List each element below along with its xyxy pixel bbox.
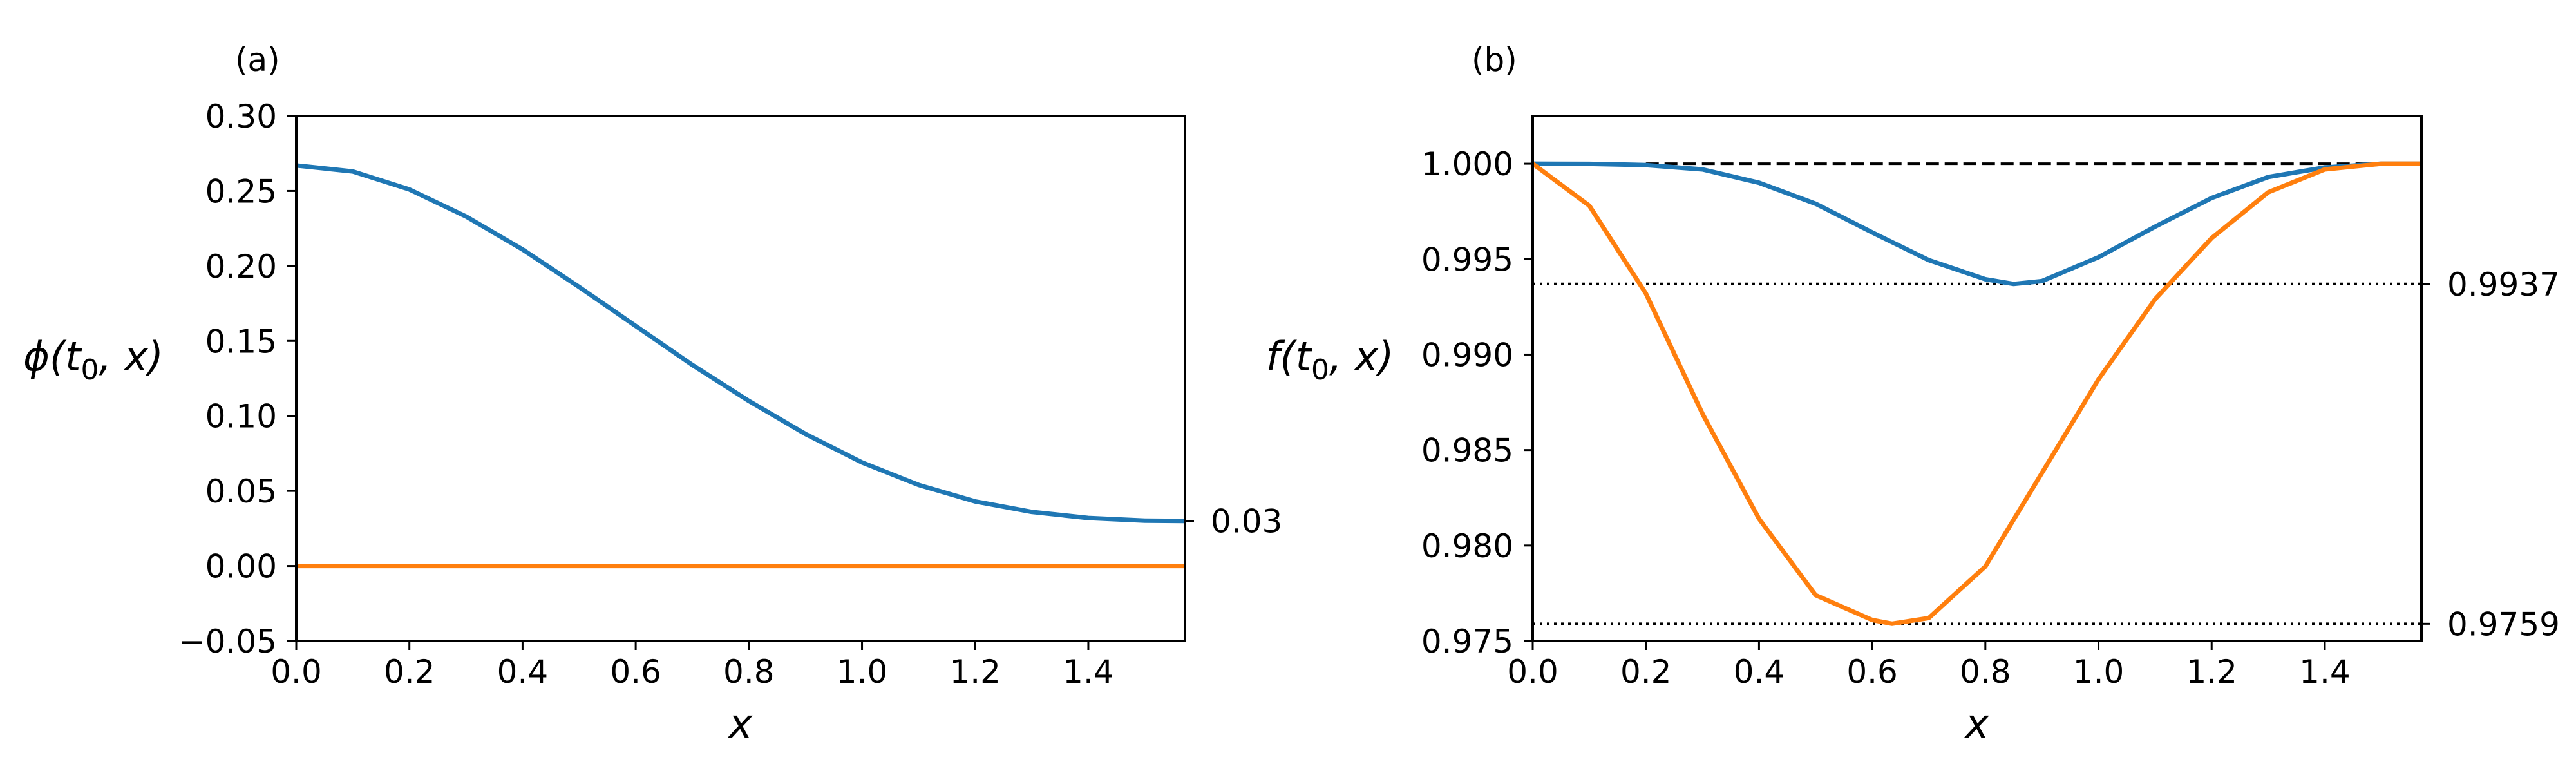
right-annotation-label: 0.9759 (2447, 606, 2560, 643)
y-tick-label: 0.990 (1421, 336, 1513, 374)
y-axis-label-subscript: 0 (81, 354, 99, 386)
x-tick-label: 0.8 (1960, 653, 2011, 691)
y-tick-label: 0.15 (205, 323, 277, 360)
y-tick-label: 0.20 (205, 248, 277, 285)
y-axis-label: f(t0, x) (1266, 333, 1394, 386)
y-axis-label-main: f(t (1266, 333, 1313, 380)
x-tick-label: 0.4 (497, 653, 549, 691)
right-annotation-label: 0.9937 (2447, 266, 2560, 303)
y-tick-label: 0.05 (205, 473, 277, 510)
x-tick-label: 0.0 (1507, 653, 1558, 691)
x-tick-label: 0.4 (1734, 653, 1785, 691)
y-axis-label-tail: , x) (99, 333, 164, 380)
y-tick-label: 0.25 (205, 173, 277, 210)
x-tick-label: 0.6 (610, 653, 661, 691)
series-line-blue (296, 163, 1185, 524)
y-tick-label: 1.000 (1421, 146, 1513, 183)
x-tick-label: 1.0 (2073, 653, 2125, 691)
x-axis-label: x (1964, 700, 1990, 747)
chart-panel-a: 0.0 0.2 0.4 0.6 0.8 1.0 1.2 1.4 0.30 0.25 0.20 0.15… (23, 41, 1282, 747)
plot-frame (295, 115, 1186, 642)
y-tick-label: 0.00 (205, 548, 277, 586)
panel-label: (b) (1472, 41, 1517, 79)
panel-label: (a) (235, 41, 280, 79)
x-tick-label: 0.6 (1846, 653, 1898, 691)
y-tick-label: 0.10 (205, 398, 277, 435)
x-tick-label: 1.4 (2299, 653, 2351, 691)
y-tick-label: 0.30 (205, 98, 277, 135)
x-tick-label: 1.0 (837, 653, 888, 691)
x-tick-label: 0.8 (723, 653, 775, 691)
y-tick-label: 0.975 (1421, 623, 1513, 660)
x-tick-label: 1.4 (1063, 653, 1114, 691)
x-axis-label: x (728, 700, 753, 747)
y-axis-label-subscript: 0 (1311, 354, 1329, 386)
chart-panel-b: 0.0 0.2 0.4 0.6 0.8 1.0 1.2 1.4 1.000 0.995 0.990 0… (1266, 41, 2560, 747)
x-tick-label: 0.2 (1620, 653, 1672, 691)
plot-frame (1531, 115, 2423, 642)
series-line-orange (1533, 161, 2421, 626)
x-tick-label: 1.2 (949, 653, 1001, 691)
x-tick-label: 0.2 (384, 653, 435, 691)
y-axis-label-tail: , x) (1329, 333, 1394, 380)
x-tick-label: 1.2 (2186, 653, 2237, 691)
y-axis-label: ϕ(t0, x) (23, 333, 164, 386)
y-axis-label-main: ϕ(t (23, 333, 82, 380)
y-tick-label: −0.05 (178, 623, 277, 660)
right-annotation-label: 0.03 (1211, 503, 1282, 540)
y-tick-label: 0.985 (1421, 432, 1513, 470)
x-tick-label: 0.0 (270, 653, 322, 691)
series-line-blue (1533, 161, 2421, 287)
y-tick-label: 0.995 (1421, 241, 1513, 278)
y-tick-label: 0.980 (1421, 528, 1513, 565)
